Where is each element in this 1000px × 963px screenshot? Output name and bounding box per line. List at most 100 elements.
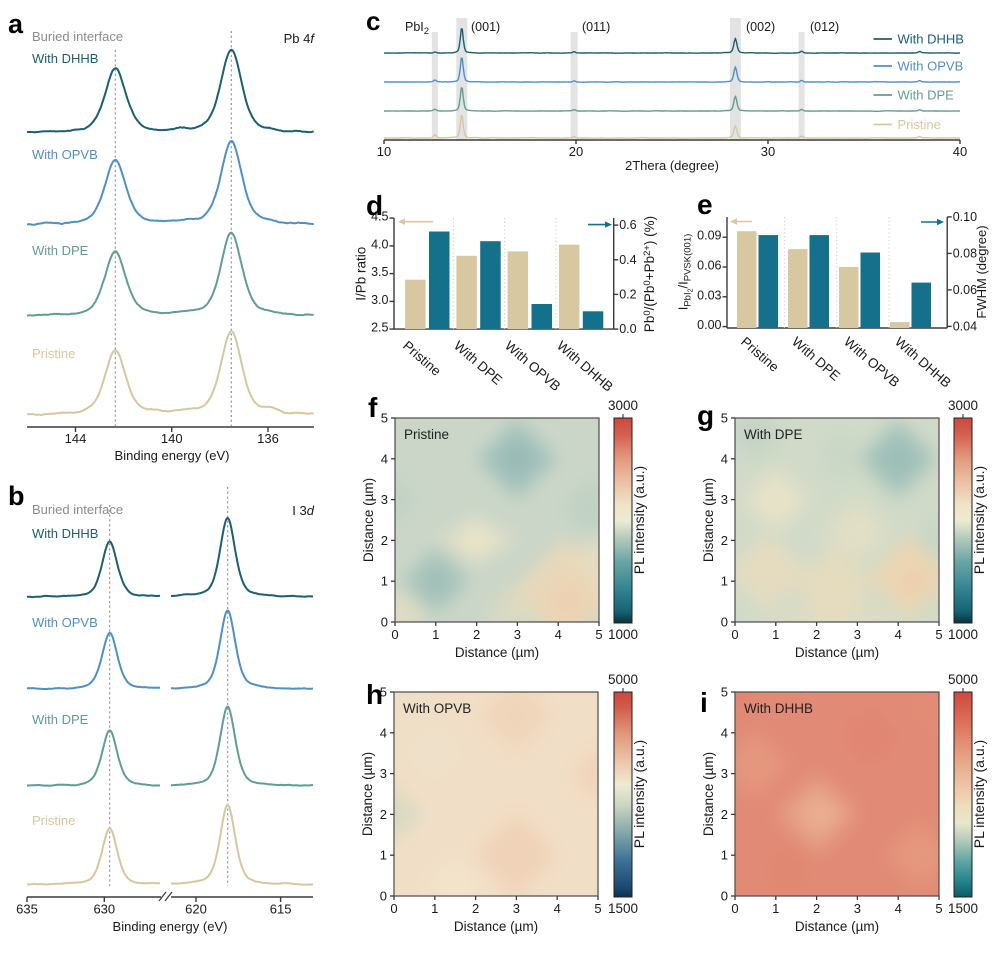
svg-text:5: 5 xyxy=(381,411,388,426)
svg-text:i: i xyxy=(700,687,708,718)
svg-text:2: 2 xyxy=(721,807,728,822)
svg-text:PL intensity (a.u.): PL intensity (a.u.) xyxy=(971,740,987,848)
svg-text:0.4: 0.4 xyxy=(619,253,636,267)
svg-text:1: 1 xyxy=(721,574,728,589)
svg-text:2: 2 xyxy=(721,533,728,548)
svg-text:I/Pb ratio: I/Pb ratio xyxy=(354,247,369,301)
svg-text:4.0: 4.0 xyxy=(371,237,388,251)
svg-text:FWHM (degree): FWHM (degree) xyxy=(974,225,989,318)
svg-text:3: 3 xyxy=(721,492,728,507)
svg-text:Distance (µm): Distance (µm) xyxy=(701,478,716,562)
svg-text:2: 2 xyxy=(813,627,820,642)
svg-text:Pristine: Pristine xyxy=(32,346,75,361)
svg-text:c: c xyxy=(366,6,380,36)
svg-text:0.08: 0.08 xyxy=(953,246,977,260)
svg-text:3: 3 xyxy=(854,627,861,642)
svg-text:0.09: 0.09 xyxy=(697,229,721,243)
svg-text:With DPE: With DPE xyxy=(32,243,89,258)
svg-text:3: 3 xyxy=(514,627,521,642)
svg-text:(012): (012) xyxy=(810,20,839,34)
svg-text:a: a xyxy=(8,9,24,39)
svg-text:Distance (µm): Distance (µm) xyxy=(701,752,716,836)
svg-text:1: 1 xyxy=(380,848,387,863)
svg-text:4: 4 xyxy=(721,451,728,466)
svg-text:1500: 1500 xyxy=(608,901,638,916)
svg-text:0: 0 xyxy=(390,901,397,916)
svg-text:With OPVB: With OPVB xyxy=(32,147,98,162)
svg-text:10: 10 xyxy=(377,144,391,159)
svg-text:0.0: 0.0 xyxy=(619,322,636,336)
svg-text:Pb0/(Pb0+Pb2+) (%): Pb0/(Pb0+Pb2+) (%) xyxy=(642,216,657,332)
svg-text:Distance (µm): Distance (µm) xyxy=(795,919,879,934)
svg-text:0: 0 xyxy=(721,615,728,630)
svg-text:620: 620 xyxy=(185,902,207,917)
svg-text:0.00: 0.00 xyxy=(697,318,721,332)
svg-text:2.5: 2.5 xyxy=(371,321,388,335)
svg-text:PL intensity (a.u.): PL intensity (a.u.) xyxy=(971,466,987,574)
svg-text:5000: 5000 xyxy=(948,672,978,687)
svg-text:1: 1 xyxy=(432,627,439,642)
svg-text:PL intensity (a.u.): PL intensity (a.u.) xyxy=(631,466,647,574)
svg-text:40: 40 xyxy=(953,144,967,159)
svg-text:0.03: 0.03 xyxy=(697,288,721,302)
svg-text:Pristine: Pristine xyxy=(898,117,941,132)
svg-text:With DHHB: With DHHB xyxy=(32,526,98,541)
svg-text:140: 140 xyxy=(161,431,183,446)
svg-text:0.2: 0.2 xyxy=(619,287,636,301)
svg-text:0: 0 xyxy=(391,627,398,642)
svg-text:Distance (µm): Distance (µm) xyxy=(454,919,538,934)
svg-text:Binding energy (eV): Binding energy (eV) xyxy=(113,919,228,934)
svg-text:Buried interface: Buried interface xyxy=(32,29,123,44)
svg-text:4.5: 4.5 xyxy=(371,210,388,224)
svg-text:With OPVB: With OPVB xyxy=(32,615,98,630)
svg-text:With OPVB: With OPVB xyxy=(898,59,964,74)
svg-text:With DPE: With DPE xyxy=(744,427,803,442)
svg-text:4: 4 xyxy=(895,627,902,642)
svg-text:0.10: 0.10 xyxy=(953,210,977,224)
svg-text:30: 30 xyxy=(761,144,775,159)
svg-text:1000: 1000 xyxy=(948,627,978,642)
svg-text:3: 3 xyxy=(381,492,388,507)
svg-text:0.6: 0.6 xyxy=(619,218,636,232)
svg-text:3.0: 3.0 xyxy=(371,293,388,307)
svg-text:4: 4 xyxy=(721,725,728,740)
svg-text:(002): (002) xyxy=(746,20,775,34)
svg-text:f: f xyxy=(368,392,378,423)
svg-text:Distance (µm): Distance (µm) xyxy=(795,645,879,660)
svg-text:5: 5 xyxy=(380,685,387,700)
svg-text:Pristine: Pristine xyxy=(32,813,75,828)
svg-text:With DHHB: With DHHB xyxy=(32,51,98,66)
svg-text:1500: 1500 xyxy=(948,901,978,916)
svg-text:2: 2 xyxy=(472,901,479,916)
svg-text:20: 20 xyxy=(569,144,583,159)
svg-text:1: 1 xyxy=(431,901,438,916)
svg-text:b: b xyxy=(8,481,25,511)
svg-text:0: 0 xyxy=(381,615,388,630)
svg-text:Buried interface: Buried interface xyxy=(32,502,123,517)
svg-text:With DPE: With DPE xyxy=(32,712,89,727)
svg-text:4: 4 xyxy=(381,451,388,466)
svg-text:0.06: 0.06 xyxy=(697,259,721,273)
svg-text:2: 2 xyxy=(813,901,820,916)
svg-text:(001): (001) xyxy=(471,20,500,34)
svg-text:3: 3 xyxy=(721,766,728,781)
svg-text:1: 1 xyxy=(772,627,779,642)
svg-text:4: 4 xyxy=(554,901,561,916)
svg-text:2Thera (degree): 2Thera (degree) xyxy=(625,158,719,173)
svg-text:5: 5 xyxy=(935,627,942,642)
svg-text:0: 0 xyxy=(731,901,738,916)
svg-text:Distance (µm): Distance (µm) xyxy=(361,478,376,562)
svg-text:1: 1 xyxy=(772,901,779,916)
svg-text:4: 4 xyxy=(555,627,562,642)
svg-text:Binding energy (eV): Binding energy (eV) xyxy=(115,448,230,463)
svg-text:3000: 3000 xyxy=(608,398,638,413)
svg-text:I 3d: I 3d xyxy=(292,503,314,518)
svg-text:2: 2 xyxy=(380,807,387,822)
svg-text:d: d xyxy=(366,190,383,221)
svg-text:Pristine: Pristine xyxy=(404,427,449,442)
svg-text:PbI2: PbI2 xyxy=(405,20,429,37)
svg-text:Distance (µm): Distance (µm) xyxy=(360,752,375,836)
svg-text:5: 5 xyxy=(721,685,728,700)
svg-text:635: 635 xyxy=(16,902,38,917)
svg-text:(011): (011) xyxy=(582,20,610,34)
